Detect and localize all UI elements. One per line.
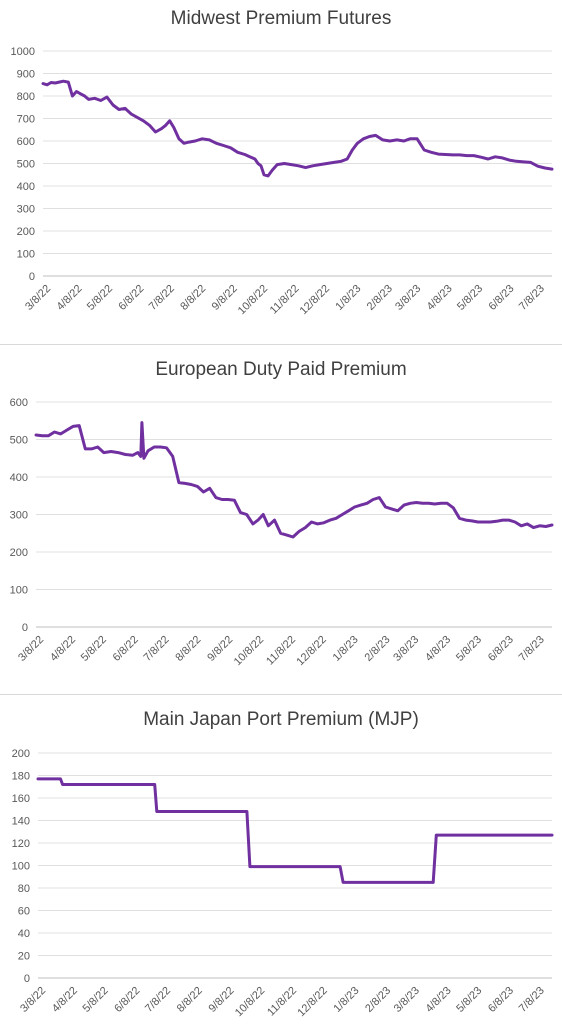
y-tick-label: 300	[10, 510, 28, 522]
x-tick-label: 5/8/23	[454, 985, 484, 1015]
x-tick-label: 11/8/22	[268, 283, 302, 317]
x-tick-label: 8/8/22	[175, 985, 205, 1015]
y-tick-label: 400	[17, 181, 35, 193]
x-tick-label: 2/8/23	[362, 634, 392, 664]
x-tick-label: 6/8/23	[486, 634, 516, 664]
y-tick-label: 100	[10, 585, 28, 597]
x-tick-label: 6/8/22	[116, 283, 146, 313]
x-tick-label: 7/8/23	[517, 985, 547, 1015]
y-tick-label: 120	[12, 838, 30, 850]
x-tick-label: 6/8/22	[112, 985, 142, 1015]
series-line	[36, 777, 554, 884]
x-tick-label: 5/8/22	[81, 985, 111, 1015]
y-tick-label: 160	[12, 793, 30, 805]
x-tick-label: 3/8/23	[393, 283, 423, 313]
y-tick-label: 100	[12, 861, 30, 873]
x-tick-label: 4/8/23	[425, 283, 455, 313]
x-tick-label: 5/8/23	[454, 634, 484, 664]
chart-title-mjp: Main Japan Port Premium (MJP)	[143, 709, 419, 730]
chart-panel-european: European Duty Paid Premium 0 100 200 300 400…	[0, 345, 562, 694]
y-tick-label: 0	[22, 622, 28, 634]
x-tick-label: 6/8/23	[486, 985, 516, 1015]
y-tick-label: 0	[24, 973, 30, 985]
chart-title-european: European Duty Paid Premium	[155, 359, 407, 380]
chart-panel-midwest: Midwest Premium Futures 0 100 200 300 400 500…	[0, 0, 562, 343]
x-tick-label: 10/8/22	[236, 283, 270, 317]
x-tick-label: 1/8/23	[331, 985, 361, 1015]
chart-title-midwest: Midwest Premium Futures	[170, 8, 392, 29]
y-tick-label: 500	[17, 159, 35, 171]
x-tick-label: 2/8/23	[365, 283, 395, 313]
y-tick-label: 140	[12, 816, 30, 828]
x-tick-label: 11/8/22	[265, 985, 299, 1019]
y-tick-label: 40	[18, 928, 30, 940]
x-tick-label: 3/8/23	[391, 634, 421, 664]
x-tick-label: 4/8/22	[55, 283, 85, 313]
y-tick-label: 200	[10, 547, 28, 559]
x-tick-label: 7/8/22	[141, 634, 171, 664]
x-tick-label: 7/8/23	[517, 283, 547, 313]
y-tick-label: 900	[17, 69, 35, 81]
x-tick-label: 10/8/22	[232, 634, 266, 668]
x-tick-label: 5/8/23	[455, 283, 485, 313]
x-tick-label: 7/8/22	[143, 985, 173, 1015]
chart-panel-mjp: Main Japan Port Premium (MJP) 0 20 40 60 80 1…	[0, 695, 562, 1036]
y-tick-label: 200	[17, 226, 35, 238]
y-tick-label: 600	[17, 136, 35, 148]
y-tick-label: 700	[17, 114, 35, 126]
y-tick-label: 80	[18, 883, 30, 895]
y-tick-label: 1000	[11, 46, 35, 58]
x-tick-label: 3/8/22	[16, 634, 46, 664]
series-line	[41, 79, 554, 178]
x-tick-label: 12/8/22	[295, 985, 329, 1019]
x-tick-label: 11/8/22	[264, 634, 298, 668]
panel-divider	[0, 694, 562, 695]
x-tick-label: 8/8/22	[178, 283, 208, 313]
y-tick-label: 100	[17, 249, 35, 261]
x-tick-label: 4/8/22	[48, 634, 78, 664]
x-tick-label: 7/8/23	[517, 634, 547, 664]
y-tick-label: 180	[12, 771, 30, 783]
x-tick-label: 3/8/22	[23, 283, 53, 313]
series-line	[34, 421, 554, 539]
y-tick-label: 20	[18, 951, 30, 963]
x-tick-label: 10/8/22	[233, 985, 267, 1019]
y-tick-label: 60	[18, 906, 30, 918]
x-tick-label: 5/8/22	[85, 283, 115, 313]
x-tick-label: 12/8/22	[294, 634, 328, 668]
y-tick-label: 800	[17, 91, 35, 103]
x-tick-label: 6/8/23	[486, 283, 516, 313]
x-tick-label: 4/8/23	[424, 985, 454, 1015]
y-tick-label: 500	[10, 435, 28, 447]
x-tick-label: 5/8/22	[79, 634, 109, 664]
x-tick-label: 2/8/23	[363, 985, 393, 1015]
x-tick-label: 4/8/23	[423, 634, 453, 664]
x-tick-label: 1/8/23	[331, 634, 361, 664]
x-tick-label: 4/8/22	[50, 985, 80, 1015]
x-tick-label: 3/8/23	[392, 985, 422, 1015]
x-tick-label: 8/8/22	[173, 634, 203, 664]
y-tick-label: 400	[10, 472, 28, 484]
y-tick-label: 0	[29, 271, 35, 283]
y-tick-label: 300	[17, 204, 35, 216]
y-tick-label: 200	[12, 748, 30, 760]
x-tick-label: 12/8/22	[298, 283, 332, 317]
x-tick-label: 7/8/22	[147, 283, 177, 313]
x-tick-label: 6/8/22	[111, 634, 141, 664]
y-tick-label: 600	[10, 397, 28, 409]
x-tick-label: 3/8/22	[18, 985, 48, 1015]
x-tick-label: 1/8/23	[333, 283, 363, 313]
panel-divider	[0, 344, 562, 345]
